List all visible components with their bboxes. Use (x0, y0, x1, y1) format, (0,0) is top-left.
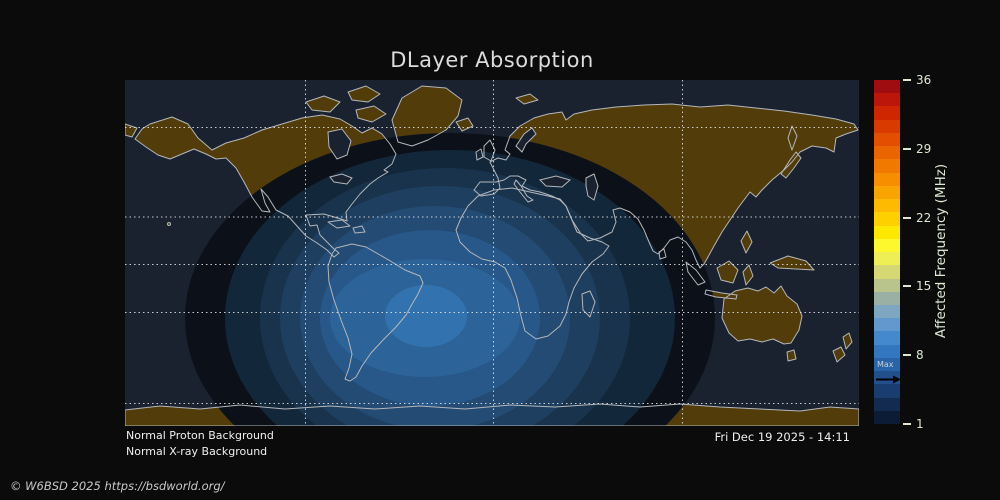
inland-seas (327, 127, 599, 201)
island-sulawesi (742, 264, 754, 286)
continent-greenland (391, 85, 463, 147)
black-sea (539, 175, 572, 188)
arctic-island (306, 96, 340, 112)
coastlines (125, 85, 859, 426)
continent-north-america (134, 114, 397, 258)
island-italy (513, 179, 534, 203)
colorbar-tick (903, 147, 911, 150)
colorbar-segment-3 (874, 106, 900, 120)
colorbar-segment-1 (874, 80, 900, 94)
colorbar-tick (903, 423, 911, 425)
colorbar-segment-2 (874, 93, 900, 107)
colorbar-segment-20 (874, 331, 900, 345)
colorbar-segment-19 (874, 318, 900, 332)
island-philippines (740, 230, 753, 254)
island-madagascar (581, 290, 596, 318)
colorbar-segment-10 (874, 199, 900, 213)
colorbar-segment-5 (874, 132, 900, 147)
colorbar-segment-18 (874, 304, 900, 319)
island-chukotka-edge (125, 123, 138, 138)
world-map (125, 80, 859, 426)
island-japan (781, 152, 801, 178)
colorbar-tick (903, 354, 911, 357)
colorbar-tick-label: 29 (916, 141, 932, 156)
island-japan (780, 151, 802, 179)
continent-eurasia (474, 104, 858, 268)
colorbar-tick (903, 285, 911, 288)
colorbar-tick-label: 1 (916, 417, 924, 431)
colorbar-segment-15 (874, 265, 900, 279)
colorbar-segment-4 (874, 119, 900, 133)
island-borneo (717, 261, 738, 283)
colorbar-tick-label: 36 (916, 73, 932, 87)
continent-australia (721, 285, 803, 345)
island-java (704, 289, 738, 300)
colorbar-segment-11 (874, 212, 900, 226)
island-new-zealand-north (842, 332, 853, 350)
great-lakes (329, 173, 353, 185)
continent-eurasia (473, 103, 859, 269)
proton-background-status: Normal Proton Background (126, 429, 274, 442)
baltic-sea (515, 127, 537, 153)
island-new-guinea (770, 256, 814, 270)
island-sakhalin (787, 125, 798, 151)
colorbar-segment-25 (874, 397, 900, 411)
colorbar-tick (903, 79, 911, 81)
island-new-zealand-south (832, 346, 846, 363)
colorbar-segment-24 (874, 384, 900, 398)
island-new-guinea (769, 255, 815, 271)
colorbar-segment-6 (874, 146, 900, 160)
arctic-island (305, 95, 341, 113)
arctic-island (355, 105, 387, 123)
island-tasmania (786, 349, 797, 362)
graticule (125, 80, 859, 426)
island-great-britain (483, 139, 496, 162)
colorbar-tick-label: 22 (916, 210, 932, 225)
page-title: DLayer Absorption (390, 48, 594, 72)
island-sri-lanka (658, 248, 667, 260)
colorbar-max-marker: Max (874, 360, 902, 388)
island-borneo (716, 260, 739, 284)
hudson-bay (327, 128, 352, 160)
colorbar-tick-label: 15 (916, 279, 932, 294)
island-svalbard (515, 93, 539, 105)
colorbar-segment-17 (874, 291, 900, 305)
colorbar-segment-16 (874, 278, 900, 292)
map-timestamp: Fri Dec 19 2025 - 14:11 (714, 430, 850, 444)
island-ireland (475, 148, 484, 161)
max-marker-label: Max (877, 359, 894, 369)
bsdworld-link[interactable]: © W6BSD 2025 https://bsdworld.org/ (10, 479, 225, 493)
arctic-island (347, 85, 381, 103)
colorbar-segment-13 (874, 238, 900, 253)
colorbar-segment-9 (874, 185, 900, 200)
continent-greenland (392, 86, 462, 146)
xray-background-status: Normal X-ray Background (126, 445, 268, 458)
colorbar-segment-12 (874, 225, 900, 239)
colorbar-segment-26 (874, 410, 900, 425)
colorbar-segment-7 (874, 159, 900, 173)
colorbar-tick (903, 216, 911, 219)
colorbar-segment-8 (874, 172, 900, 186)
colorbar (874, 80, 900, 425)
island-tasmania (787, 350, 796, 361)
continent-antarctica (125, 403, 859, 426)
island-cuba (327, 219, 351, 229)
island-hispaniola (352, 225, 366, 234)
island-hawaii (167, 222, 171, 226)
colorbar-axis-label: Affected Frequency (MHz) (933, 163, 949, 339)
colorbar-segment-21 (874, 344, 900, 358)
continent-australia (722, 286, 802, 344)
colorbar-segment-22 (874, 357, 900, 372)
island-sumatra (685, 261, 706, 286)
max-marker-arrow-icon (876, 375, 901, 384)
absorption-level-8 (385, 285, 467, 347)
colorbar-tick-label: 8 (916, 348, 924, 363)
colorbar-segment-14 (874, 252, 900, 266)
copyright-footer: © W6BSD 2025 https://bsdworld.org/ (10, 479, 225, 493)
island-iceland (455, 117, 474, 132)
caspian-sea (585, 173, 599, 201)
